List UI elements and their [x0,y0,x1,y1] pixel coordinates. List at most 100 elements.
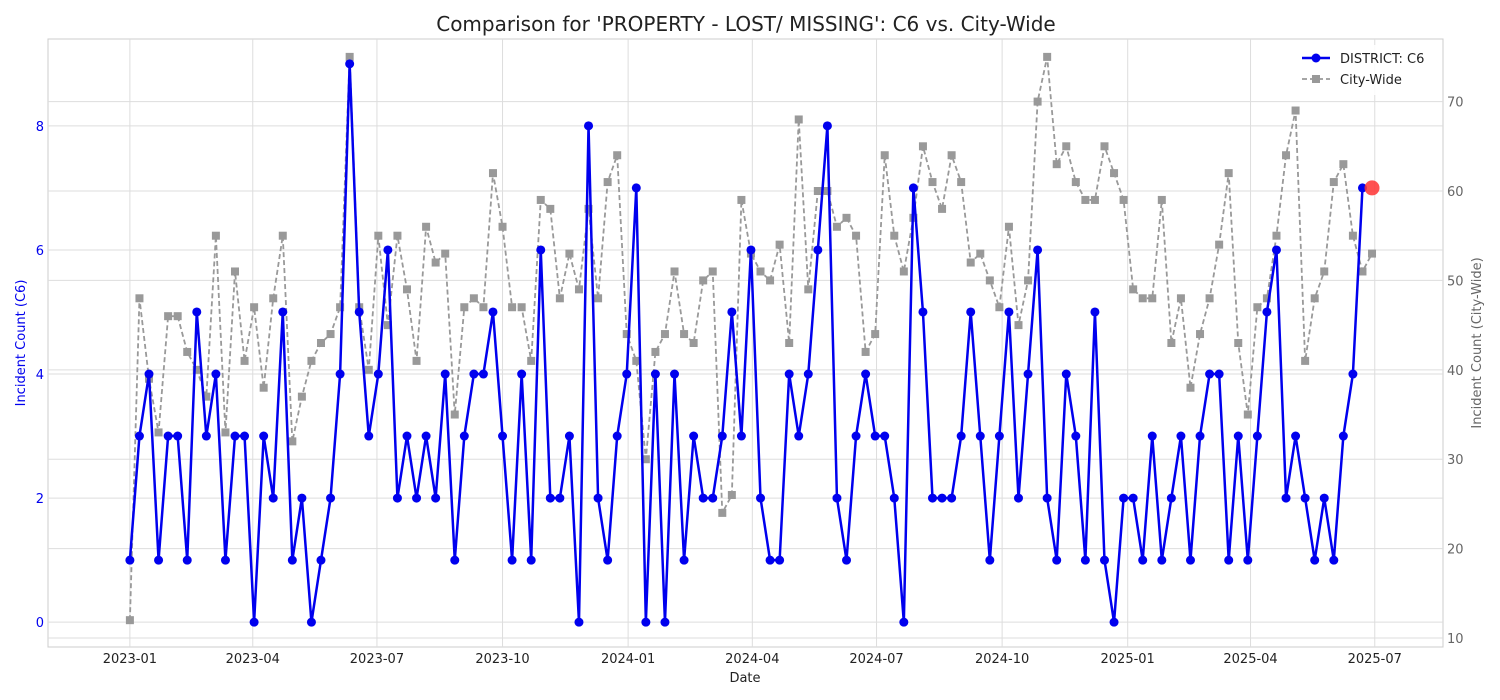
citywide-point [1129,285,1138,294]
district-c6-point [1252,431,1262,441]
district-c6-point [1013,493,1023,503]
citywide-point [383,321,392,330]
district-c6-point [698,493,708,503]
legend-label-c6: DISTRICT: C6 [1340,52,1424,67]
citywide-point [1167,339,1176,347]
citywide-point [297,392,306,401]
district-c6-point [469,369,479,379]
district-c6-point [259,431,269,441]
citywide-point [517,303,526,312]
citywide-point [231,267,240,276]
district-c6-point [956,431,966,441]
y-left-tick-label: 2 [36,492,44,507]
district-c6-point [1310,555,1320,565]
district-c6-point [650,369,660,379]
district-c6-point [1166,493,1176,503]
district-c6-point [708,493,718,503]
district-c6-point [431,493,441,503]
district-c6-point [297,493,307,503]
citywide-point [1234,339,1243,347]
district-c6-point [326,493,336,503]
citywide-point [699,276,708,285]
citywide-point [431,258,440,267]
citywide-point [632,356,641,365]
citywide-point [374,231,383,240]
y-right-tick-label: 60 [1447,185,1464,200]
legend-label-citywide: City-Wide [1340,73,1402,88]
district-c6-point [134,431,144,441]
x-tick-label: 2024-04 [725,652,779,667]
citywide-point [947,151,956,160]
district-c6-point [306,617,316,627]
district-c6-point [1271,245,1281,255]
citywide-point [546,204,555,213]
district-c6-point [335,369,345,379]
citywide-point [336,303,345,312]
district-c6-point [1338,431,1348,441]
citywide-point [1176,294,1185,303]
citywide-point [364,365,373,374]
citywide-point [708,267,717,276]
district-c6-point [870,431,880,441]
citywide-point [890,231,899,240]
district-c6-point [1157,555,1167,565]
citywide-point [326,330,335,339]
y-right-tick-label: 10 [1447,632,1464,647]
citywide-point [1052,160,1061,169]
citywide-point [498,222,507,231]
district-c6-point [851,431,861,441]
citywide-point [1215,240,1224,249]
citywide-point [288,437,297,446]
district-c6-point [813,245,823,255]
citywide-point [966,258,975,267]
x-tick-label: 2024-10 [975,652,1029,667]
citywide-point [460,303,469,312]
citywide-point [1186,383,1195,392]
district-c6-point [784,369,794,379]
district-c6-point [622,369,632,379]
x-tick-label: 2023-01 [103,652,157,667]
district-c6-point [412,493,422,503]
district-c6-point [1147,431,1157,441]
citywide-point [766,276,775,285]
district-c6-point [756,493,766,503]
citywide-point [794,115,803,124]
district-c6-point [842,555,852,565]
citywide-point [1071,178,1080,187]
legend: DISTRICT: C6 City-Wide [1291,45,1437,95]
citywide-point [823,187,832,195]
district-c6-point [1176,431,1186,441]
citywide-point [813,187,822,195]
district-c6-point [1080,555,1090,565]
citywide-point [1262,294,1271,303]
citywide-point [240,356,249,365]
x-tick-label: 2025-04 [1223,652,1277,667]
citywide-point [164,312,173,321]
citywide-point [976,249,985,258]
district-c6-point [1281,493,1291,503]
district-c6-point [1071,431,1081,441]
citywide-point [259,383,268,392]
district-c6-point [287,555,297,565]
district-c6-point [249,617,259,627]
district-c6-point [421,431,431,441]
citywide-point [1224,169,1233,178]
district-c6-point [593,493,603,503]
citywide-point [603,178,612,187]
citywide-point [842,213,851,222]
district-c6-point [985,555,995,565]
district-c6-point [1300,493,1310,503]
citywide-point [861,347,870,356]
citywide-point [756,267,765,276]
y-right-tick-label: 70 [1447,96,1464,111]
district-c6-point [679,555,689,565]
citywide-point [718,508,727,517]
district-c6-point [861,369,871,379]
citywide-point [1043,52,1052,61]
x-tick-label: 2025-01 [1101,652,1155,667]
citywide-point [899,267,908,276]
citywide-point [565,249,574,258]
citywide-point [402,285,411,294]
citywide-point [957,178,966,187]
